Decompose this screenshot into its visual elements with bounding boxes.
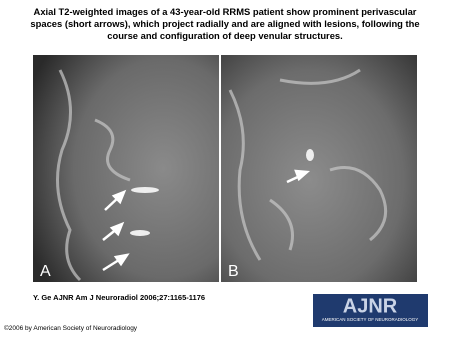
mri-panel-b xyxy=(221,55,417,282)
arrows xyxy=(102,169,311,272)
panel-label: A xyxy=(40,263,51,280)
citation: Y. Ge AJNR Am J Neuroradiol 2006;27:1165… xyxy=(33,293,206,302)
logo-subtitle: AMERICAN SOCIETY OF NEURORADIOLOGY xyxy=(322,317,418,322)
sulci xyxy=(56,68,388,282)
panel-label: B xyxy=(228,263,239,280)
logo-box xyxy=(313,294,428,327)
mri-panel-a xyxy=(33,55,219,282)
copyright: ©2006 by American Society of Neuroradiol… xyxy=(4,325,138,332)
perivascular-spaces xyxy=(130,149,314,236)
slide-title: Axial T2-weighted images of a 43-year-ol… xyxy=(30,6,420,41)
logo-name: AJNR xyxy=(343,295,398,317)
